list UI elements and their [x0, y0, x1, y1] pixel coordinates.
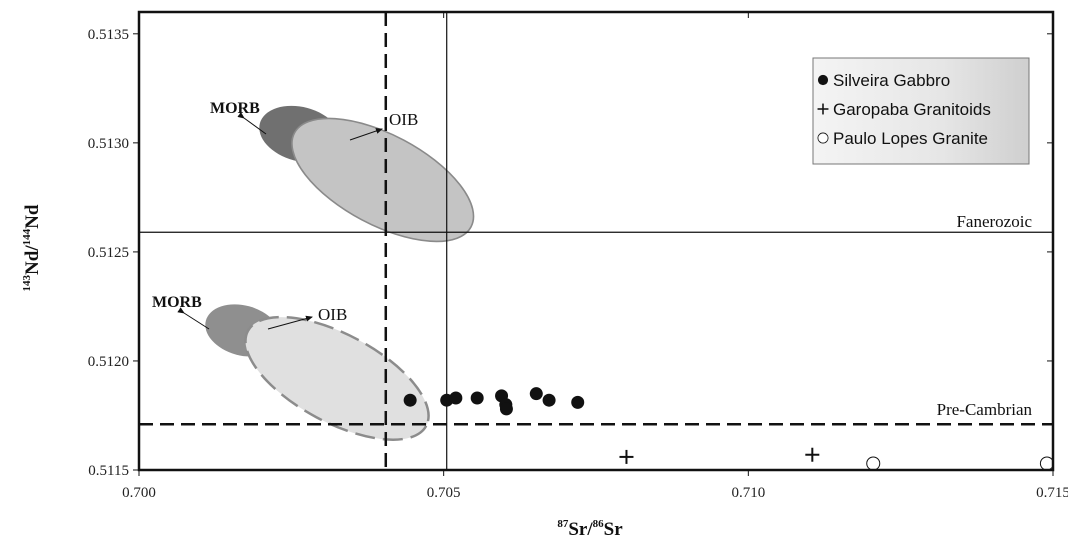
y-tick-label-5: 0.5135 — [88, 27, 129, 43]
y-title-iso-b: 144 — [21, 228, 33, 245]
field-oib-lower — [244, 315, 430, 441]
fanerozoic-label: Fanerozoic — [956, 212, 1032, 231]
morb-lower-arrow — [177, 307, 210, 330]
silveira-gabbro-point-10 — [571, 395, 585, 409]
reference-lines — [139, 12, 1053, 470]
legend-marker-silveira-gabbro — [817, 74, 829, 86]
x-tick-label-1: 0.700 — [122, 485, 156, 501]
y-tick-label-1: 0.5115 — [88, 463, 129, 479]
y-title-sep: / — [22, 245, 43, 252]
isotope-fields — [205, 105, 475, 441]
legend: Silveira Gabbro Garopaba Granitoids Paulo … — [812, 57, 1030, 165]
oib-lower-label: OIB — [318, 305, 347, 324]
garopaba-granitoids-point-1 — [619, 449, 634, 464]
oib-lower-arrow — [267, 315, 313, 330]
x-title-el-b: Sr — [604, 519, 624, 540]
morb-upper-arrow — [237, 112, 267, 135]
legend-label-paulo-lopes-granite: Paulo Lopes Granite — [833, 129, 988, 148]
field-oib-upper — [291, 117, 475, 243]
y-title-el-b: Nd — [22, 204, 43, 229]
axis-ticks: 0.700 0.705 0.710 0.715 0.5115 0.5120 0.5125 0.… — [88, 12, 1068, 501]
legend-marker-garopaba-granitoids — [817, 103, 829, 115]
y-title-iso-a: 143 — [21, 274, 33, 291]
silveira-gabbro-point-9 — [542, 393, 556, 407]
legend-label-silveira-gabbro: Silveira Gabbro — [833, 71, 950, 90]
silveira-gabbro-point-1 — [403, 393, 417, 407]
legend-label-garopaba-granitoids: Garopaba Granitoids — [833, 100, 991, 119]
pre-cambrian-label: Pre-Cambrian — [937, 400, 1033, 419]
x-title-sep: / — [586, 519, 593, 540]
x-title-iso-a: 87 — [557, 518, 569, 530]
oib-upper-label: OIB — [389, 110, 418, 129]
silveira-gabbro-point-8 — [529, 387, 543, 401]
garopaba-granitoids-point-2 — [805, 447, 820, 462]
x-title-el-a: Sr — [568, 519, 588, 540]
y-tick-label-4: 0.5130 — [88, 136, 129, 152]
paulo-lopes-granite-point-2 — [1039, 456, 1054, 471]
silveira-gabbro-point-4 — [470, 391, 484, 405]
morb-upper-label: MORB — [210, 100, 260, 117]
x-axis-title: 87Sr/86Sr — [557, 518, 623, 540]
y-tick-label-3: 0.5125 — [88, 245, 129, 261]
x-title-iso-b: 86 — [593, 518, 605, 530]
x-tick-label-2: 0.705 — [427, 485, 461, 501]
paulo-lopes-granite-point-1 — [866, 456, 881, 471]
plot-frame — [137, 10, 1055, 472]
silveira-gabbro-point-7 — [499, 402, 513, 416]
silveira-gabbro-point-3 — [449, 391, 463, 405]
y-tick-label-2: 0.5120 — [88, 354, 129, 370]
x-tick-label-3: 0.710 — [731, 485, 765, 501]
x-tick-label-4: 0.715 — [1036, 485, 1068, 501]
oib-upper-arrow — [349, 128, 383, 141]
legend-marker-paulo-lopes-granite — [817, 132, 829, 144]
annotations: Fanerozoic Pre-Cambrian MORB OIB MORB OI… — [152, 100, 1033, 419]
legend-box — [812, 57, 1030, 165]
y-axis-title: 143Nd/144Nd — [21, 204, 43, 291]
y-title-el-a: Nd — [22, 250, 43, 275]
morb-lower-label: MORB — [152, 294, 202, 311]
